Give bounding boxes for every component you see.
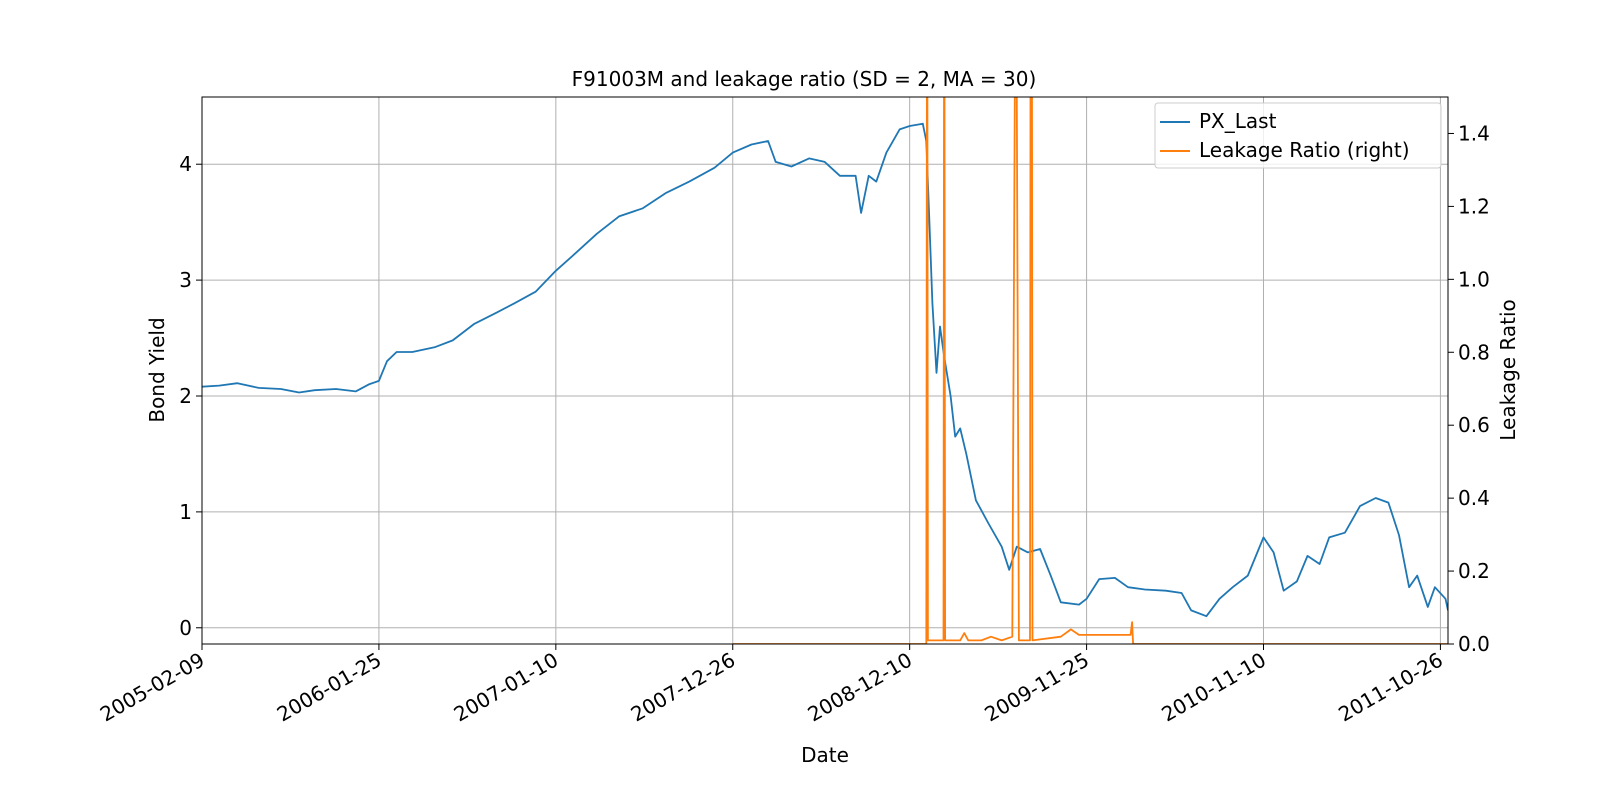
y-axis-right-label: Leakage Ratio — [1496, 299, 1520, 441]
y-tick-label: 2 — [179, 384, 192, 408]
y2-tick-label: 0.4 — [1458, 486, 1490, 510]
y2-tick-label: 0.2 — [1458, 559, 1490, 583]
grid-lines — [201, 97, 1448, 644]
y2-tick-label: 0.8 — [1458, 340, 1490, 364]
plot-frame — [201, 96, 1449, 645]
x-tick-label: 2006-01-25 — [273, 648, 386, 727]
x-tick-label: 2010-11-10 — [1157, 648, 1270, 727]
x-tick-label: 2007-01-10 — [450, 648, 563, 727]
x-axis-label: Date — [801, 743, 849, 767]
y2-tick-label: 0.0 — [1458, 632, 1490, 656]
legend-label-px-last: PX_Last — [1199, 109, 1277, 133]
y-tick-label: 1 — [179, 500, 192, 524]
series-line-px-last — [202, 122, 1448, 618]
x-tick-label: 2005-02-09 — [96, 648, 209, 727]
legend: PX_Last Leakage Ratio (right) — [1154, 102, 1442, 169]
y-tick-label: 3 — [179, 268, 192, 292]
legend-box — [1154, 102, 1442, 169]
y-axis-left: 0 1 2 3 4 — [179, 152, 202, 640]
series-line-leakage-ratio — [732, 97, 1448, 644]
x-tick-label: 2009-11-25 — [980, 648, 1093, 727]
y2-tick-label: 1.4 — [1458, 121, 1490, 145]
y-axis-right: 0.0 0.2 0.4 0.6 0.8 1.0 1.2 1.4 — [1448, 121, 1490, 656]
series-layer — [202, 97, 1448, 644]
legend-label-leakage-ratio: Leakage Ratio (right) — [1199, 138, 1410, 162]
y-axis-label: Bond Yield — [145, 317, 169, 422]
y2-tick-label: 0.6 — [1458, 413, 1490, 437]
chart-title: F91003M and leakage ratio (SD = 2, MA = … — [572, 67, 1037, 91]
y2-tick-label: 1.0 — [1458, 267, 1490, 291]
x-axis: 2005-02-09 2006-01-25 2007-01-10 2007-12-26… — [96, 644, 1447, 726]
y2-tick-label: 1.2 — [1458, 194, 1490, 218]
x-tick-label: 2011-10-26 — [1334, 648, 1447, 727]
x-tick-label: 2007-12-26 — [627, 648, 740, 727]
y-tick-label: 4 — [179, 152, 192, 176]
x-tick-label: 2008-12-10 — [804, 648, 917, 727]
y-tick-label: 0 — [179, 616, 192, 640]
